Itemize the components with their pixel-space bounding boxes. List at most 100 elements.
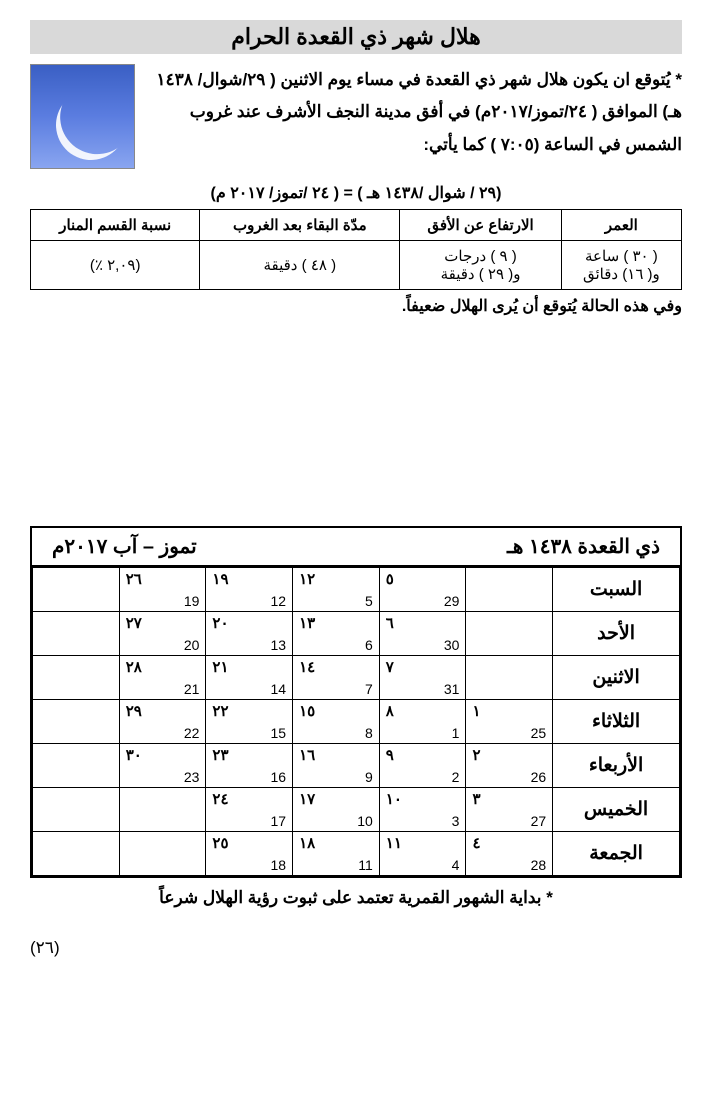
calendar-cell (33, 832, 120, 876)
calendar-cell: ٤28 (466, 832, 553, 876)
hijri-date: ١١ (386, 834, 402, 852)
hijri-date: ٢٤ (212, 790, 228, 808)
hijri-date: ١٩ (212, 570, 228, 588)
calendar-cell: ٣٠ 23 (119, 744, 206, 788)
calendar-cell: ٢٥ 18 (206, 832, 293, 876)
col-altitude: الارتفاع عن الأفق (400, 210, 562, 241)
val-illumination: (٢,٠٩ ٪) (31, 241, 200, 290)
col-duration: مدّة البقاء بعد الغروب (200, 210, 400, 241)
gregorian-date: 18 (271, 857, 287, 873)
gregorian-date: 19 (184, 593, 200, 609)
day-name: الجمعة (553, 832, 680, 876)
gregorian-date: 27 (531, 813, 547, 829)
calendar-cell: ٢٨ 21 (119, 656, 206, 700)
hijri-date: ٢٧ (126, 614, 142, 632)
gregorian-date: 30 (444, 637, 460, 653)
hijri-date: ١٣ (299, 614, 315, 632)
val-age: ( ٣٠ ) ساعة و( ١٦) دقائق (561, 241, 681, 290)
day-name: الأربعاء (553, 744, 680, 788)
gregorian-date: 26 (531, 769, 547, 785)
gregorian-date: 13 (271, 637, 287, 653)
hijri-date: ٢١ (212, 658, 228, 676)
gregorian-date: 3 (452, 813, 460, 829)
calendar-cell (33, 744, 120, 788)
calendar-cell: ١٤ 7 (293, 656, 380, 700)
calendar-cell: ٩2 (379, 744, 466, 788)
gregorian-date: 21 (184, 681, 200, 697)
hijri-date: ٧ (386, 658, 394, 676)
calendar-cell: ١٢ 5 (293, 568, 380, 612)
calendar-cell: ٥ 29 (379, 568, 466, 612)
calendar-cell: ١25 (466, 700, 553, 744)
day-name: الأحد (553, 612, 680, 656)
intro-section: * يُتوقع ان يكون هلال شهر ذي القعدة في م… (30, 64, 682, 169)
hijri-date: ٢٨ (126, 658, 142, 676)
gregorian-date: 7 (365, 681, 373, 697)
calendar-cell: ٨1 (379, 700, 466, 744)
day-name: الثلاثاء (553, 700, 680, 744)
calendar-cell: ٢٠ 13 (206, 612, 293, 656)
hijri-date: ٥ (386, 570, 394, 588)
val-duration: ( ٤٨ ) دقيقة (200, 241, 400, 290)
col-age: العمر (561, 210, 681, 241)
calendar-cell: ٦ 30 (379, 612, 466, 656)
hijri-date: ٣ (472, 790, 480, 808)
day-name: الاثنين (553, 656, 680, 700)
hijri-date: ١٢ (299, 570, 315, 588)
calendar-cell (466, 568, 553, 612)
gregorian-date: 14 (271, 681, 287, 697)
visibility-note: وفي هذه الحالة يُتوقع أن يُرى الهلال ضعي… (30, 296, 682, 316)
calendar-cell (33, 700, 120, 744)
page-title: هلال شهر ذي القعدة الحرام (30, 20, 682, 54)
hijri-date: ٩ (386, 746, 394, 764)
calendar-cell: ٢١ 14 (206, 656, 293, 700)
gregorian-date: 20 (184, 637, 200, 653)
calendar-cell (119, 832, 206, 876)
crescent-moon-image (30, 64, 135, 169)
calendar-cell: ٢٦19 (119, 568, 206, 612)
gregorian-date: 11 (358, 857, 373, 873)
calendar-cell (119, 788, 206, 832)
col-illumination: نسبة القسم المنار (31, 210, 200, 241)
gregorian-date: 23 (184, 769, 200, 785)
gregorian-date: 6 (365, 637, 373, 653)
hijri-date: ١٨ (299, 834, 315, 852)
calendar-cell (466, 656, 553, 700)
val-altitude: ( ٩ ) درجات و( ٢٩ ) دقيقة (400, 241, 562, 290)
gregorian-date: 4 (452, 857, 460, 873)
hijri-date: ٤ (472, 834, 480, 852)
gregorian-date: 12 (271, 593, 287, 609)
hijri-date: ١٤ (299, 658, 315, 676)
gregorian-date: 15 (271, 725, 287, 741)
calendar-cell: ٢٣16 (206, 744, 293, 788)
gregorian-date: 31 (444, 681, 460, 697)
hijri-date: ٢٥ (212, 834, 228, 852)
hijri-date: ١ (472, 702, 480, 720)
calendar-cell: ٢٩ 22 (119, 700, 206, 744)
gregorian-date: 22 (184, 725, 200, 741)
calendar-cell (33, 788, 120, 832)
gregorian-date: 5 (365, 593, 373, 609)
calendar-cell: ٢26 (466, 744, 553, 788)
gregorian-date: 1 (452, 725, 460, 741)
calendar-cell: ٢٤ 17 (206, 788, 293, 832)
hijri-date: ٨ (386, 702, 394, 720)
calendar-cell: ١٠ 3 (379, 788, 466, 832)
calendar-cell: ٢٧ 20 (119, 612, 206, 656)
cal-hijri-label: ذي القعدة ١٤٣٨ هـ (507, 534, 660, 559)
hijri-date: ٢٢ (212, 702, 228, 720)
hijri-date: ٢٩ (126, 702, 142, 720)
calendar-cell: ١٨ 11 (293, 832, 380, 876)
calendar-cell (33, 612, 120, 656)
cal-gregorian-label: تموز – آب ٢٠١٧م (52, 534, 197, 559)
hijri-date: ٢٠ (212, 614, 228, 632)
calendar-cell: ١٩ 12 (206, 568, 293, 612)
calendar-cell (33, 568, 120, 612)
hijri-date: ٣٠ (126, 746, 142, 764)
gregorian-date: 29 (444, 593, 460, 609)
hijri-date: ١٠ (386, 790, 402, 808)
gregorian-date: 17 (271, 813, 287, 829)
gregorian-date: 16 (271, 769, 287, 785)
gregorian-date: 2 (452, 769, 460, 785)
hijri-date: ٦ (386, 614, 394, 632)
